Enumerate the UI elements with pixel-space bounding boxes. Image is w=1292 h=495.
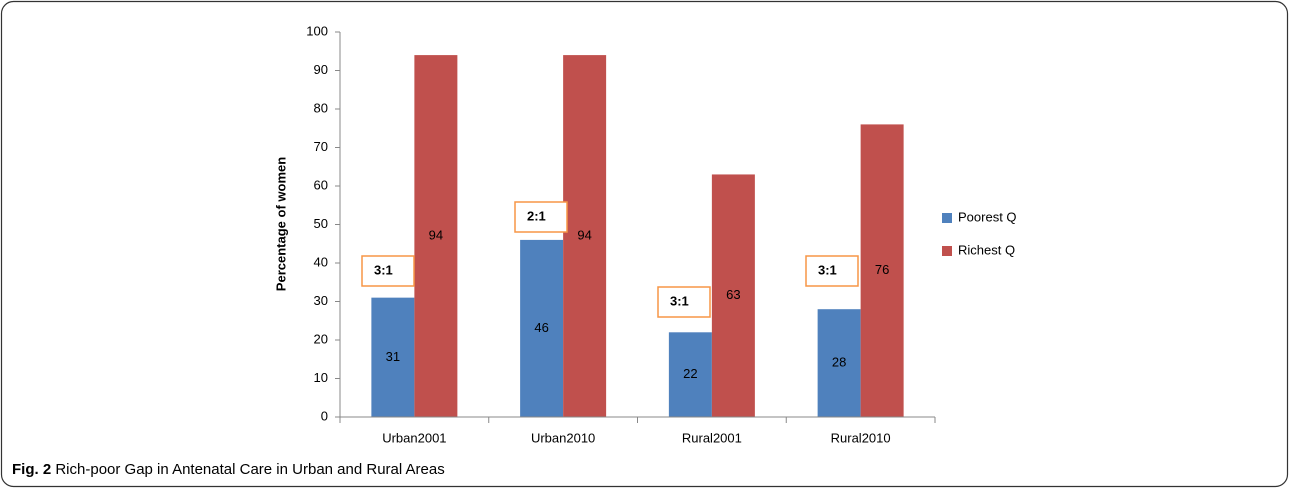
y-axis-label: Percentage of women: [273, 157, 288, 291]
caption: Fig. 2 Rich-poor Gap in Antenatal Care i…: [12, 461, 445, 478]
x-tick-label: Urban2010: [531, 430, 595, 445]
y-tick-label: 30: [314, 293, 328, 308]
bar: [711, 174, 755, 417]
caption-text: Rich-poor Gap in Antenatal Care in Urban…: [55, 461, 444, 478]
y-tick-label: 80: [314, 100, 328, 115]
data-label: 94: [429, 227, 443, 242]
annotation: 2:1: [527, 208, 546, 223]
data-label: 46: [534, 320, 548, 335]
caption-label: Fig. 2: [12, 461, 51, 478]
bar: [414, 55, 458, 417]
y-tick-label: 10: [314, 370, 328, 385]
bar: [563, 55, 607, 417]
y-tick-label: 70: [314, 139, 328, 154]
y-tick-label: 40: [314, 254, 328, 269]
y-tick-label: 90: [314, 62, 328, 77]
annotation: 3:1: [818, 262, 837, 277]
x-tick-label: Urban2001: [382, 430, 446, 445]
annotation-box: [361, 255, 415, 287]
y-tick-label: 0: [321, 408, 328, 423]
data-label: 22: [683, 366, 697, 381]
y-tick-label: 20: [314, 331, 328, 346]
annotation: 3:1: [670, 293, 689, 308]
y-tick-label: 100: [306, 23, 328, 38]
legend-swatch: [942, 246, 952, 256]
legend-swatch: [942, 213, 952, 223]
legend-label: Poorest Q: [958, 209, 1017, 224]
data-label: 31: [386, 349, 400, 364]
bar: [860, 124, 904, 418]
data-label: 94: [577, 227, 591, 242]
x-tick-label: Rural2010: [831, 430, 891, 445]
bar: [817, 309, 861, 417]
data-label: 76: [875, 262, 889, 277]
annotation: 3:1: [374, 262, 393, 277]
annotation-box: [514, 201, 568, 233]
bar: [520, 239, 564, 417]
annotation-box: [657, 286, 711, 318]
bar: [668, 332, 712, 417]
bar: [371, 297, 415, 417]
x-tick-label: Rural2001: [682, 430, 742, 445]
data-label: 28: [832, 355, 846, 370]
legend-label: Richest Q: [958, 242, 1015, 257]
annotation-box: [805, 255, 859, 287]
y-tick-label: 60: [314, 177, 328, 192]
y-tick-label: 50: [314, 216, 328, 231]
data-label: 63: [726, 287, 740, 302]
